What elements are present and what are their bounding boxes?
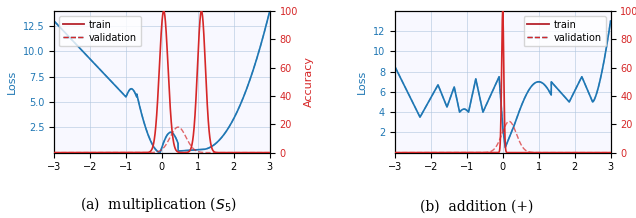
Legend: train, validation: train, validation xyxy=(523,16,605,46)
Y-axis label: Accuracy: Accuracy xyxy=(303,56,314,107)
Y-axis label: Loss: Loss xyxy=(7,70,17,94)
Text: (b)  addition (+): (b) addition (+) xyxy=(420,200,534,214)
Legend: train, validation: train, validation xyxy=(59,16,141,46)
Y-axis label: Loss: Loss xyxy=(357,70,367,94)
Text: (a)  multiplication ($S_5$): (a) multiplication ($S_5$) xyxy=(81,195,237,214)
